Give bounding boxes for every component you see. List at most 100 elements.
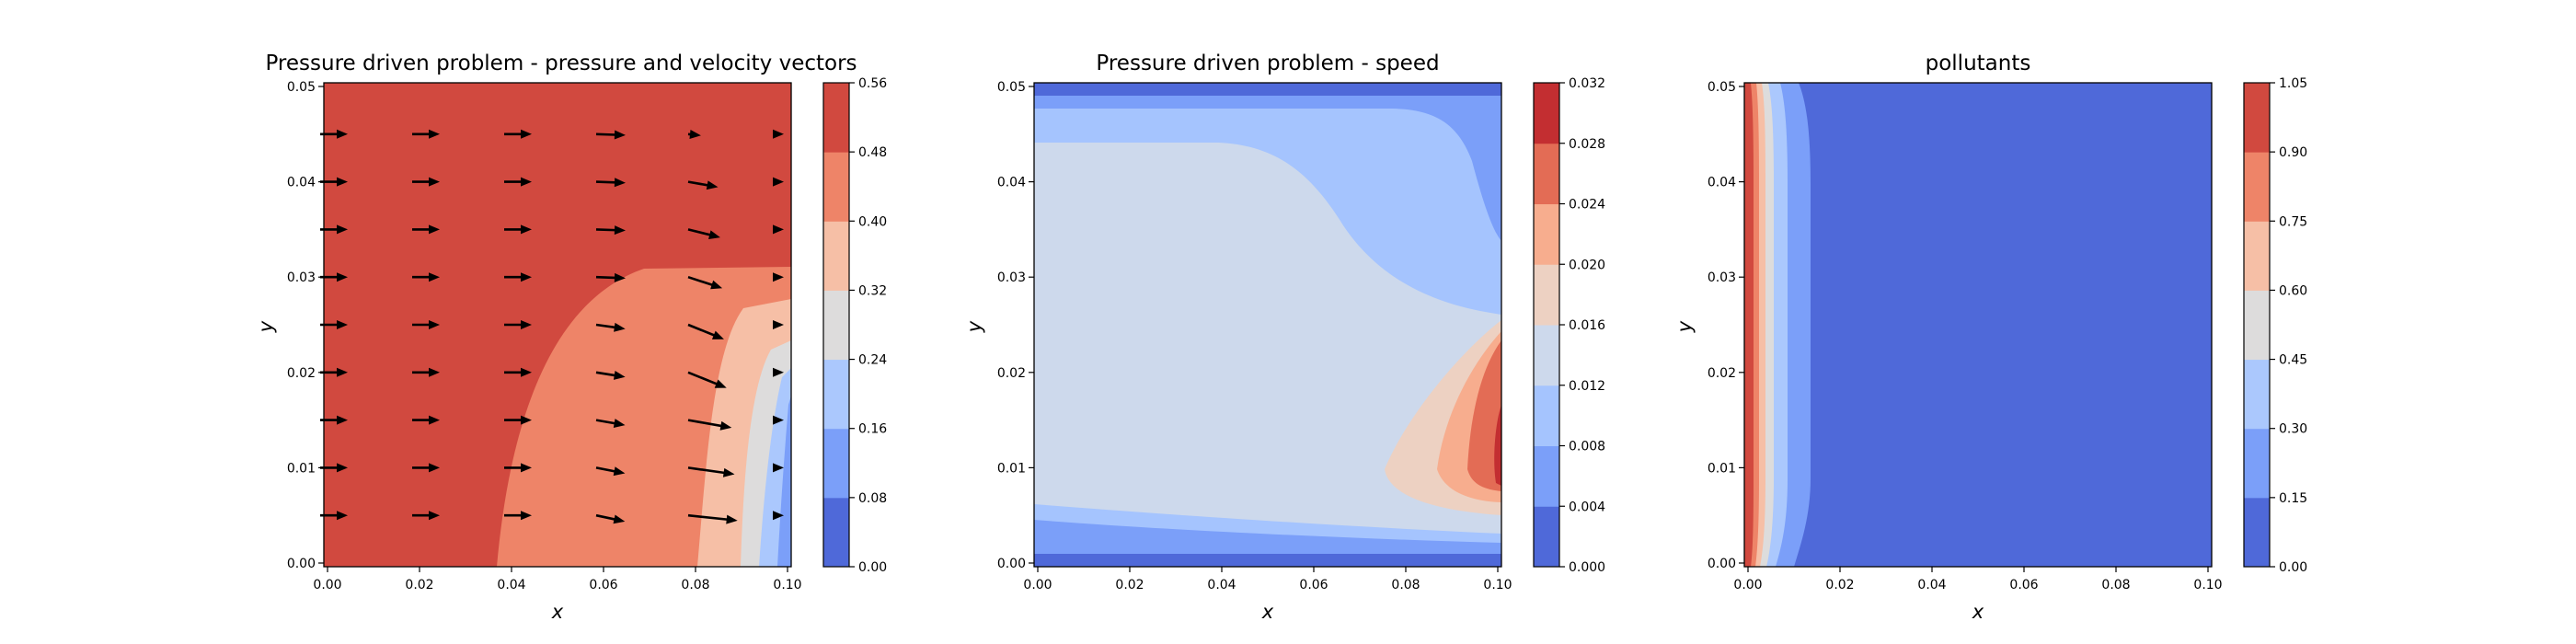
colorbar-tick-label: 0.56 (858, 76, 887, 91)
x-tick-label: 0.02 (1115, 578, 1144, 592)
x-tick-label: 0.10 (773, 578, 801, 592)
panel3-frame (1743, 82, 2213, 568)
y-tick-label: 0.05 (287, 80, 316, 95)
y-tick-label: 0.04 (287, 176, 316, 190)
colorbar-tick-label: 0.30 (2279, 422, 2307, 437)
colorbar-segment (823, 290, 849, 361)
panel3-xlabel: x (1972, 601, 1984, 623)
colorbar-segment (2244, 497, 2270, 568)
panel2-axes: 0.00 0.02 0.04 0.06 0.08 0.10 0.00 0.01 0.02 0.03… (997, 80, 1512, 592)
velocity-arrow (504, 224, 532, 235)
colorbar-segment (2244, 152, 2270, 222)
x-tick-label: 0.00 (1733, 578, 1762, 592)
colorbar-tick-label: 0.032 (1569, 76, 1605, 91)
velocity-arrow (773, 463, 784, 473)
y-tick-label: 0.05 (997, 80, 1026, 95)
panel3-ylabel: y (1673, 320, 1696, 333)
velocity-arrow (687, 371, 727, 388)
velocity-arrow (687, 275, 723, 290)
pollutant-band-090-105 (1744, 83, 1754, 567)
colorbar-segment (823, 497, 849, 568)
velocity-arrow (412, 463, 440, 473)
colorbar-tick-label: 1.05 (2279, 76, 2307, 91)
x-tick-label: 0.10 (1483, 578, 1512, 592)
velocity-arrow (595, 322, 626, 332)
velocity-arrow (412, 177, 440, 187)
y-tick-label: 0.03 (997, 270, 1026, 285)
velocity-arrows (320, 129, 784, 524)
velocity-arrow (773, 367, 784, 377)
colorbar-segment (2244, 359, 2270, 430)
velocity-arrow (412, 224, 440, 235)
x-tick-label: 0.06 (2009, 578, 2038, 592)
colorbar-segment (823, 83, 849, 153)
speed-contour (1034, 83, 1501, 567)
velocity-arrow (595, 130, 626, 140)
panel2-xlabel: x (1261, 601, 1274, 623)
panel2-ylabel: y (963, 320, 985, 333)
colorbar-segment (823, 221, 849, 291)
panel3-colorbar: 0.00 0.15 0.30 0.45 0.60 0.75 0.90 1.05 (2243, 76, 2307, 575)
colorbar-tick-label: 0.15 (2279, 491, 2307, 506)
velocity-arrow (595, 178, 626, 188)
y-tick-label: 0.02 (997, 366, 1026, 381)
colorbar-segment (2244, 83, 2270, 153)
x-tick-label: 0.04 (497, 578, 525, 592)
velocity-arrow (687, 513, 738, 524)
pressure-panel: Pressure driven problem - pressure and v… (255, 52, 887, 623)
panel2-frame (1033, 82, 1502, 568)
panel1-axes: 0.00 0.02 0.04 0.06 0.08 0.10 0.00 0.01 0.02 0.03… (287, 80, 802, 592)
speed-band-0012-0016 (1034, 143, 1501, 534)
velocity-arrow (773, 320, 784, 329)
velocity-arrow (504, 463, 532, 473)
pressure-contour (324, 83, 791, 567)
colorbar-tick-label: 0.004 (1569, 500, 1605, 514)
panel1-frame (323, 82, 792, 568)
x-tick-label: 0.10 (2193, 578, 2222, 592)
colorbar-segment (2244, 428, 2270, 499)
colorbar-tick-label: 0.000 (1569, 560, 1605, 575)
y-tick-label: 0.04 (997, 176, 1026, 190)
velocity-arrow (687, 419, 732, 431)
colorbar-tick-label: 0.024 (1569, 198, 1605, 213)
colorbar-tick-label: 0.16 (858, 422, 887, 437)
speed-band-0028-0032 (1494, 405, 1501, 486)
pressure-band-008-016 (777, 396, 791, 567)
x-tick-label: 0.02 (405, 578, 433, 592)
y-tick-label: 0.00 (997, 557, 1026, 571)
velocity-arrow (504, 320, 532, 329)
y-tick-label: 0.02 (1708, 366, 1736, 381)
panel3-axes: 0.00 0.02 0.04 0.06 0.08 0.10 0.00 0.01 0.02 0.03… (1708, 80, 2223, 592)
colorbar-segment (1534, 445, 1559, 507)
velocity-arrow (773, 415, 784, 425)
colorbar-tick-label: 0.40 (858, 214, 887, 229)
colorbar-segment (1534, 83, 1559, 144)
colorbar-segment (1534, 506, 1559, 568)
x-tick-label: 0.00 (313, 578, 341, 592)
speed-band-0024-0028 (1467, 340, 1501, 491)
velocity-arrow (412, 129, 440, 139)
velocity-arrow (595, 419, 626, 428)
y-tick-label: 0.01 (287, 461, 316, 476)
colorbar-segment (823, 152, 849, 222)
colorbar-tick-label: 0.00 (2279, 560, 2307, 575)
colorbar-tick-label: 0.00 (858, 560, 887, 575)
y-tick-label: 0.05 (1708, 80, 1736, 95)
panel1-xlabel: x (551, 601, 564, 623)
velocity-arrow (687, 228, 720, 240)
velocity-arrow (504, 367, 532, 377)
x-tick-label: 0.02 (1825, 578, 1854, 592)
colorbar-segment (2244, 290, 2270, 361)
velocity-arrow (504, 511, 532, 521)
velocity-arrow (412, 415, 440, 425)
velocity-arrow (687, 130, 701, 139)
y-tick-label: 0.03 (1708, 270, 1736, 285)
y-tick-label: 0.01 (1708, 461, 1736, 476)
colorbar-tick-label: 0.008 (1569, 440, 1605, 454)
velocity-arrow (773, 177, 784, 187)
velocity-arrow (504, 272, 532, 282)
velocity-arrow (504, 177, 532, 187)
x-tick-label: 0.04 (1917, 578, 1946, 592)
panel1-ylabel: y (255, 320, 277, 333)
